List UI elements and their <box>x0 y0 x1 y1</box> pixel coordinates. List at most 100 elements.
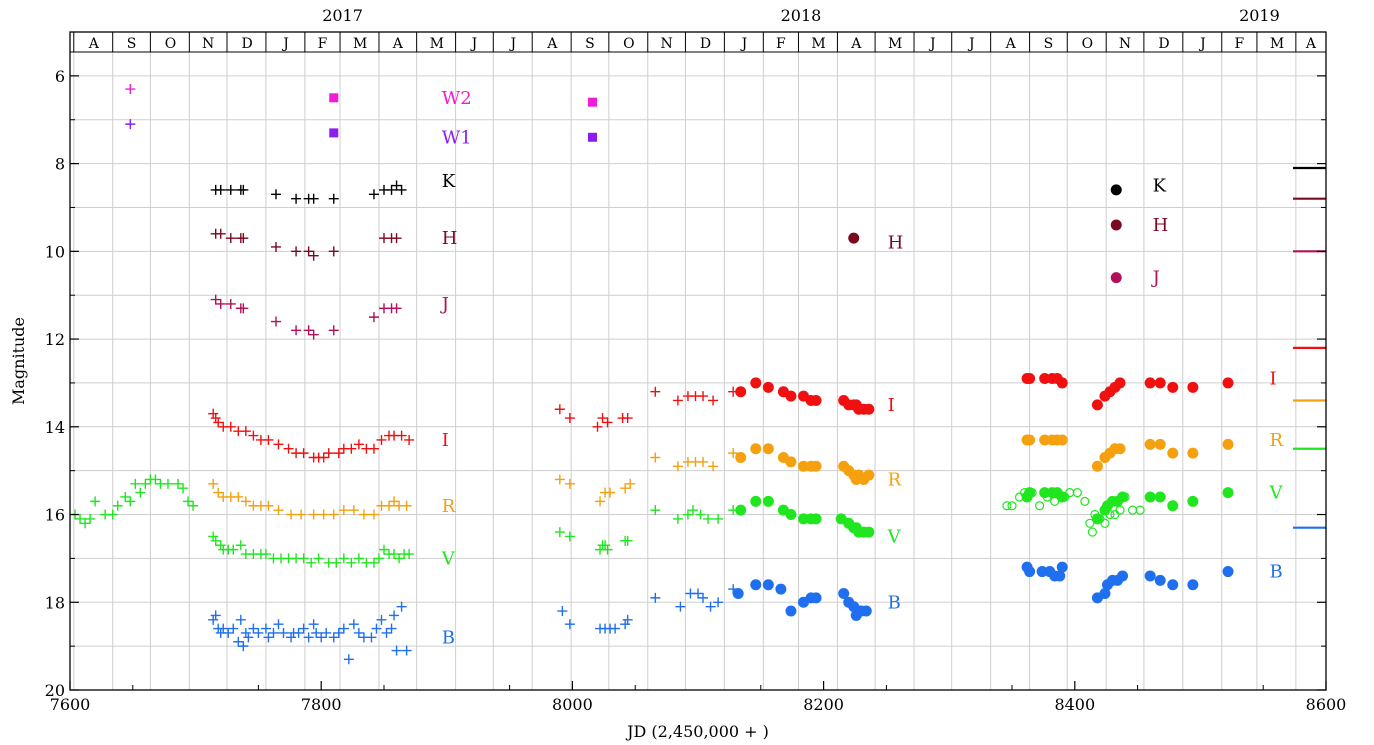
data-point <box>238 641 249 652</box>
data-point <box>215 184 226 195</box>
data-point <box>318 509 329 520</box>
data-point <box>735 504 747 516</box>
data-point <box>1054 570 1066 582</box>
year-label: 2018 <box>781 6 822 25</box>
data-point <box>328 246 339 257</box>
data-point <box>1027 488 1037 498</box>
band-label-V: V <box>441 548 456 569</box>
data-point <box>1154 377 1166 389</box>
data-point <box>610 623 621 634</box>
data-point <box>240 496 251 507</box>
y-tick-label: 6 <box>55 67 65 86</box>
data-point <box>135 487 146 498</box>
data-point <box>394 553 405 564</box>
month-label: J <box>509 36 517 52</box>
data-point <box>273 505 284 516</box>
data-point <box>328 509 339 520</box>
data-point <box>713 513 724 524</box>
data-point <box>1056 377 1068 389</box>
data-point <box>650 452 661 463</box>
band-label-V: V <box>887 526 902 547</box>
band-label-K: K <box>1153 176 1167 197</box>
month-label: F <box>1234 36 1244 52</box>
data-point <box>698 592 709 603</box>
series-B-plus <box>208 584 739 665</box>
data-point <box>233 491 244 502</box>
data-point <box>1056 561 1068 573</box>
data-point <box>323 448 334 459</box>
data-point <box>389 549 400 560</box>
data-point <box>775 583 787 595</box>
data-point <box>140 478 151 489</box>
data-point <box>306 557 317 568</box>
band-label-I: I <box>1269 369 1276 390</box>
data-point <box>225 233 236 244</box>
data-point <box>346 443 357 454</box>
data-point <box>1036 566 1048 578</box>
data-point <box>313 553 324 564</box>
data-point <box>1187 447 1199 459</box>
data-point <box>1042 492 1052 502</box>
data-point <box>1091 513 1103 525</box>
data-point <box>178 483 189 494</box>
band-label-H: H <box>442 228 458 249</box>
data-point <box>622 614 633 625</box>
data-point <box>672 461 683 472</box>
month-label: A <box>546 36 558 52</box>
data-point <box>293 627 304 638</box>
data-point <box>762 381 774 393</box>
data-point <box>1056 491 1068 503</box>
data-point <box>270 241 281 252</box>
data-point <box>396 601 407 612</box>
data-point <box>1091 399 1103 411</box>
series-W2-plus <box>125 84 136 95</box>
data-point <box>750 495 762 507</box>
data-point <box>228 544 239 555</box>
data-point <box>215 540 226 551</box>
data-point <box>1222 487 1234 499</box>
reference-levels <box>1293 166 1326 529</box>
data-point <box>368 443 379 454</box>
data-point <box>218 623 229 634</box>
y-tick-label: 14 <box>45 418 65 437</box>
data-point <box>386 623 397 634</box>
data-point <box>353 627 364 638</box>
data-point <box>1154 438 1166 450</box>
data-point <box>210 294 221 305</box>
x-tick-label: 8200 <box>803 695 844 714</box>
month-label: M <box>353 36 367 52</box>
year-label: 2019 <box>1239 6 1280 25</box>
data-point <box>705 601 716 612</box>
data-point <box>107 509 118 520</box>
data-point <box>1167 447 1179 459</box>
series-H-dot <box>848 219 1122 244</box>
data-point <box>622 535 633 546</box>
data-point <box>331 557 342 568</box>
series-R-plus <box>208 448 739 520</box>
data-point <box>687 505 698 516</box>
data-point <box>1110 272 1122 284</box>
data-point <box>308 193 319 204</box>
data-point <box>273 619 284 630</box>
month-label: M <box>811 36 825 52</box>
series-H-plus <box>210 228 402 261</box>
data-point <box>225 298 236 309</box>
data-point <box>381 627 392 638</box>
data-point <box>1115 505 1125 515</box>
data-point <box>863 403 875 415</box>
data-point <box>750 579 762 591</box>
data-point <box>1039 373 1051 385</box>
y-tick-label: 10 <box>45 242 65 261</box>
data-point <box>1024 373 1036 385</box>
data-point <box>253 627 264 638</box>
data-point <box>130 478 141 489</box>
data-point <box>308 509 319 520</box>
data-point <box>1135 505 1145 515</box>
month-label: F <box>318 36 328 52</box>
data-point <box>860 605 872 617</box>
data-point <box>1222 566 1234 578</box>
data-point <box>1144 570 1156 582</box>
month-label: J <box>281 36 289 52</box>
data-point <box>343 654 354 665</box>
